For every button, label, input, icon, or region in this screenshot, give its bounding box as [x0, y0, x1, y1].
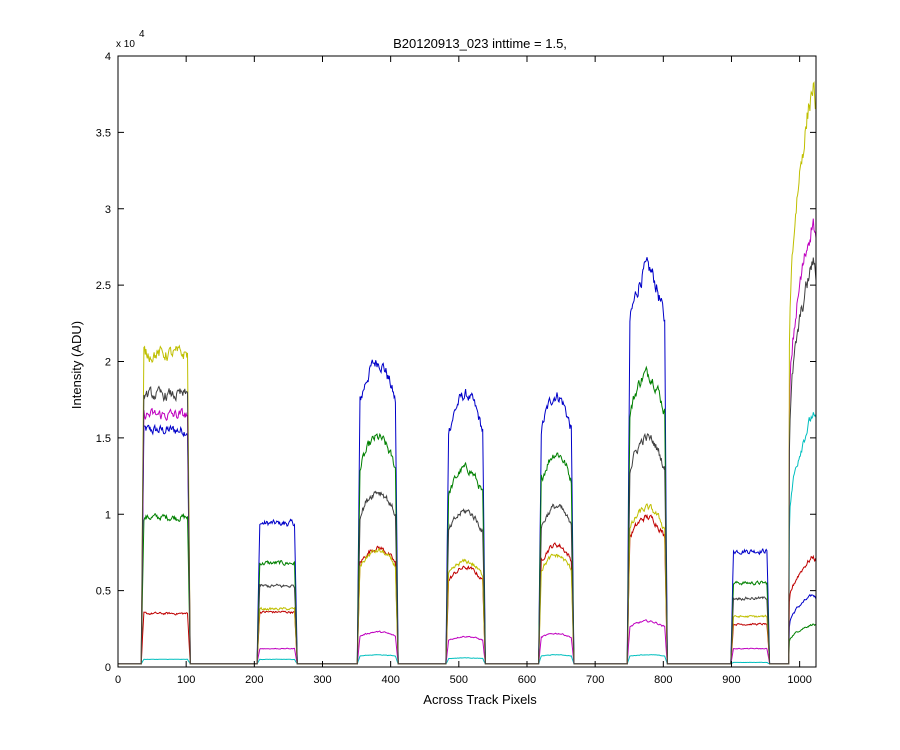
- y-tick-label: 1: [105, 509, 111, 521]
- x-tick-label: 100: [177, 674, 195, 686]
- x-tick-label: 600: [518, 674, 536, 686]
- x-tick-label: 500: [450, 674, 468, 686]
- x-tick-label: 700: [586, 674, 604, 686]
- y-tick-label: 2.5: [96, 280, 111, 292]
- y-tick-label: 3: [105, 204, 111, 216]
- x-tick-label: 200: [245, 674, 263, 686]
- y-tick-label: 0.5: [96, 586, 111, 598]
- x-axis-label: Across Track Pixels: [423, 692, 537, 707]
- y-axis-label: Intensity (ADU): [69, 321, 84, 409]
- y-tick-label: 2: [105, 357, 111, 369]
- chart-title: B20120913_023 inttime = 1.5,: [393, 36, 567, 51]
- y-tick-label: 3.5: [96, 127, 111, 139]
- x-tick-label: 1000: [787, 674, 811, 686]
- series-layer: [118, 81, 817, 665]
- x-tick-label: 300: [313, 674, 331, 686]
- y-tick-label: 1.5: [96, 433, 111, 445]
- x-tick-label: 800: [654, 674, 672, 686]
- x-tick-label: 400: [381, 674, 399, 686]
- x-tick-label: 0: [115, 674, 121, 686]
- x-tick-label: 900: [722, 674, 740, 686]
- y-tick-label: 4: [105, 51, 111, 63]
- plot-area: [118, 56, 816, 667]
- series-line: [118, 257, 817, 665]
- y-exponent-label: x 10: [116, 39, 135, 50]
- y-exponent-power: 4: [139, 29, 145, 40]
- y-tick-label: 0: [105, 662, 111, 674]
- tick-layer: 0 100 200 300 400 500 600 700 800 900 1000 0 0.5 1 1.5…: [96, 51, 816, 686]
